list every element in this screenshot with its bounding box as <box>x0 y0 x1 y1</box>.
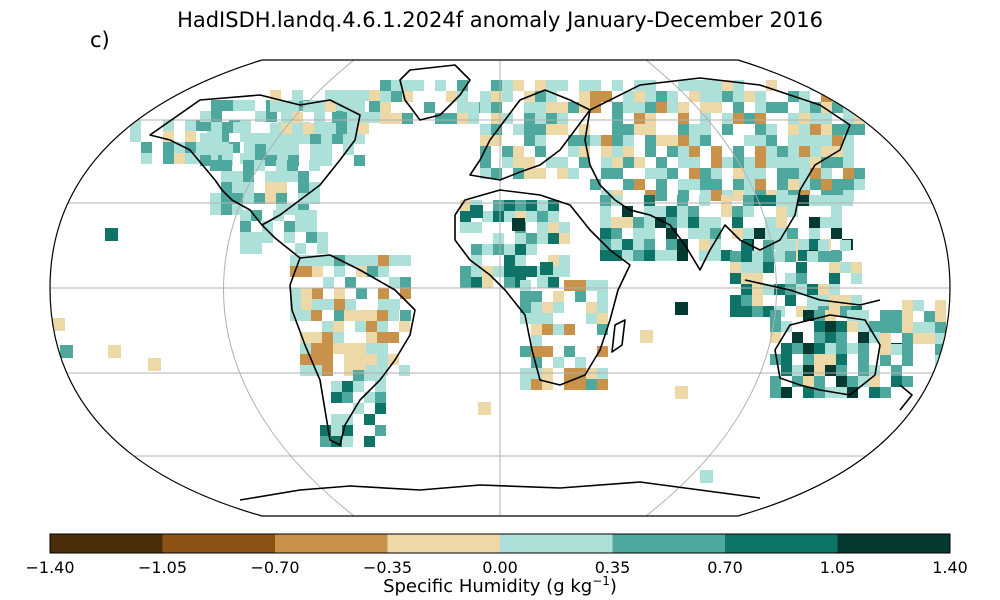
colorbar-label: Specific Humidity (g kg−1) <box>383 574 617 597</box>
australia-coast <box>774 314 881 396</box>
colorbar-segment <box>275 534 388 553</box>
antarctica-coast <box>239 481 761 501</box>
panel-label: c) <box>90 28 110 52</box>
colorbar <box>50 534 951 553</box>
colorbar-tick-label: 0.00 <box>482 558 518 577</box>
colorbar-tick-label: 1.05 <box>819 558 856 577</box>
coastlines <box>149 64 913 501</box>
map-title: HadISDH.landq.4.6.1.2024f anomaly Januar… <box>177 8 823 32</box>
colorbar-tick-label: −1.40 <box>25 558 75 577</box>
colorbar-segment <box>725 534 838 553</box>
south-america-coast <box>289 254 416 446</box>
colorbar-segment <box>162 534 276 553</box>
colorbar-tick-label: −0.70 <box>250 558 300 577</box>
colorbar-segment <box>387 534 501 553</box>
colorbar-tick-label: −0.35 <box>362 558 413 577</box>
globe-outline <box>49 59 951 517</box>
africa-coast <box>454 189 631 386</box>
new-zealand-coast <box>899 384 913 411</box>
colorbar-label-exponent: −1 <box>592 574 610 588</box>
colorbar-tick-label: 0.35 <box>594 558 631 577</box>
anomaly-grid-cells <box>52 80 946 483</box>
colorbar-tick-label: −1.05 <box>137 558 188 577</box>
colorbar-tick-label: 1.40 <box>932 558 968 577</box>
madagascar-coast <box>611 319 626 353</box>
north-america-coast <box>149 94 361 226</box>
colorbar-segment <box>500 534 613 553</box>
asia-coast <box>584 77 851 271</box>
colorbar-segment <box>612 534 726 553</box>
greenland-coast <box>399 64 471 121</box>
central-america-coast <box>261 224 301 259</box>
indonesia-coast <box>744 279 881 306</box>
europe-coast <box>469 89 591 181</box>
colorbar-segment <box>50 534 163 553</box>
colorbar-tick-label: 0.70 <box>707 558 743 577</box>
graticule <box>50 60 950 516</box>
colorbar-segment <box>837 534 951 553</box>
colorbar-frame <box>49 533 951 554</box>
